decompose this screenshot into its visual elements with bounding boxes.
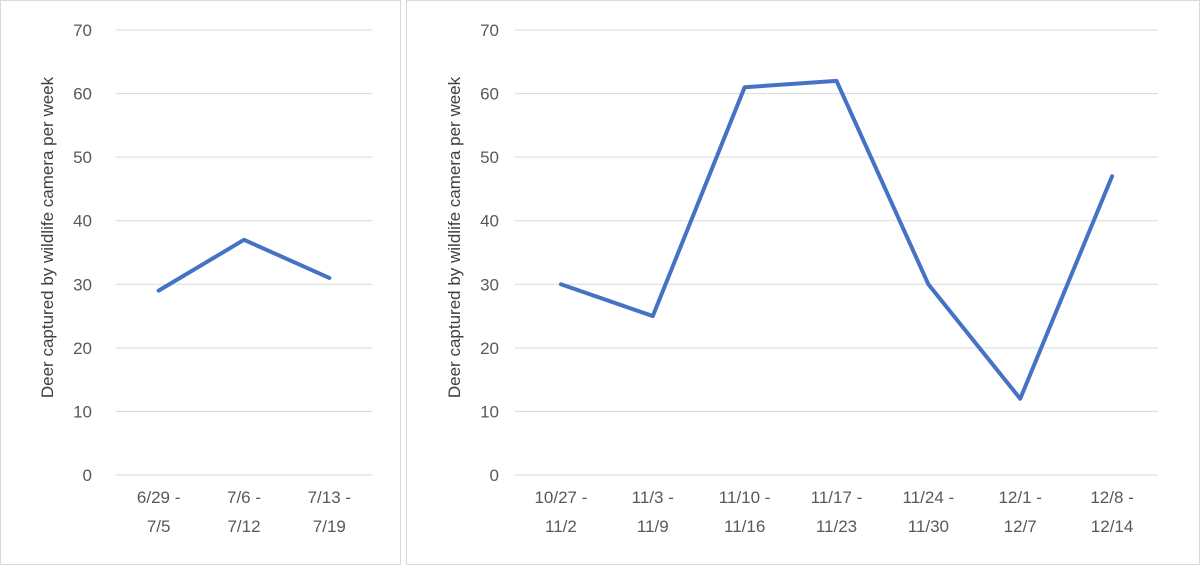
y-tick-label: 50 <box>480 148 499 167</box>
y-tick-label: 20 <box>480 339 499 358</box>
x-tick-label: 12/1 - <box>998 488 1041 507</box>
x-tick-label: 11/24 - <box>903 488 955 507</box>
y-tick-label: 30 <box>480 275 499 294</box>
y-tick-label: 40 <box>480 212 499 231</box>
chart-panel-right: 0 10 20 30 40 50 60 70 Deer captured by wildlife… <box>406 0 1200 565</box>
y-tick-label: 60 <box>73 85 92 104</box>
x-tick-label: 6/29 - <box>137 488 180 507</box>
y-tick-label: 10 <box>73 402 92 421</box>
y-tick-label: 10 <box>480 402 499 421</box>
chart-panel-left: 0 10 20 30 40 50 60 70 Deer captured by wildlife… <box>0 0 401 565</box>
x-tick-label: 7/12 <box>227 517 260 536</box>
y-tick-label: 20 <box>73 339 92 358</box>
y-axis-label: Deer captured by wildlife camera per wee… <box>445 76 464 398</box>
x-tick-label: 12/7 <box>1004 517 1037 536</box>
x-tick-label: 11/16 <box>724 517 765 536</box>
x-tick-label: 7/5 <box>147 517 171 536</box>
y-tick-label: 60 <box>480 85 499 104</box>
x-tick-label: 12/8 - <box>1090 488 1133 507</box>
x-tick-label: 11/30 <box>908 517 949 536</box>
y-tick-label: 30 <box>73 275 92 294</box>
series-line <box>156 237 332 293</box>
x-tick-label: 11/2 <box>545 517 577 536</box>
x-tick-label: 10/27 - <box>534 488 587 507</box>
line-chart-fall: 0 10 20 30 40 50 60 70 Deer captured by wildlife… <box>445 21 1158 536</box>
x-tick-label: 11/10 - <box>719 488 771 507</box>
line-chart-summer: 0 10 20 30 40 50 60 70 Deer captured by wildlife… <box>38 21 372 536</box>
y-axis-label: Deer captured by wildlife camera per wee… <box>38 76 57 398</box>
x-tick-label: 11/23 <box>816 517 857 536</box>
x-tick-label: 7/6 - <box>227 488 261 507</box>
y-tick-label: 50 <box>73 148 92 167</box>
y-tick-label: 0 <box>83 466 92 485</box>
y-tick-label: 0 <box>490 466 499 485</box>
y-tick-label: 40 <box>73 212 92 231</box>
series-line <box>558 78 1115 401</box>
x-tick-label: 7/13 - <box>308 488 351 507</box>
x-tick-label: 12/14 <box>1091 517 1134 536</box>
y-tick-label: 70 <box>73 21 92 40</box>
x-tick-label: 11/9 <box>637 517 669 536</box>
x-tick-label: 7/19 <box>313 517 346 536</box>
x-tick-label: 11/17 - <box>811 488 863 507</box>
x-tick-label: 11/3 - <box>632 488 674 507</box>
y-tick-label: 70 <box>480 21 499 40</box>
